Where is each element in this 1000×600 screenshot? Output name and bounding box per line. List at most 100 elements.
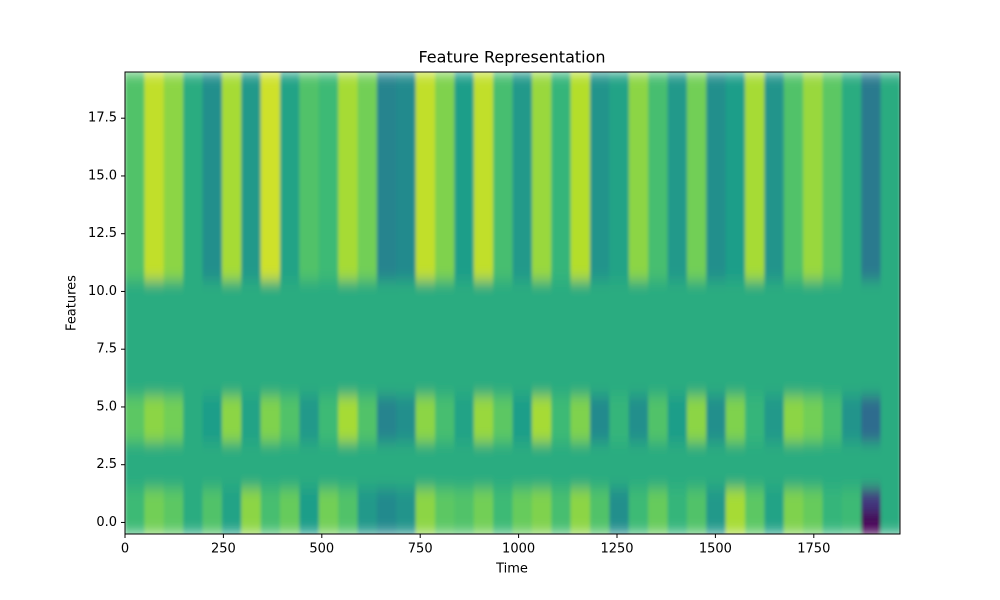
heatmap-cell: [241, 72, 262, 96]
heatmap-cell: [725, 187, 746, 212]
heatmap-cell: [415, 118, 436, 142]
heatmap-cell: [144, 418, 165, 443]
heatmap-cell: [396, 72, 417, 96]
heatmap-cell: [783, 72, 804, 96]
heatmap-cell: [686, 487, 707, 512]
heatmap-cell: [822, 210, 843, 235]
heatmap-cell: [880, 464, 900, 489]
heatmap-cell: [880, 487, 900, 512]
heatmap-cell: [783, 326, 804, 350]
heatmap-cell: [493, 326, 514, 350]
heatmap-cell: [473, 141, 494, 165]
heatmap-cell: [648, 349, 669, 373]
heatmap-cell: [686, 441, 707, 466]
heatmap-cell: [706, 72, 727, 96]
heatmap-cell: [841, 233, 862, 258]
heatmap-cell: [880, 441, 900, 466]
heatmap-cell: [551, 303, 572, 327]
heatmap-cell: [260, 118, 281, 142]
heatmap-cell: [144, 187, 165, 212]
heatmap-cell: [822, 464, 843, 489]
heatmap-cell: [609, 256, 630, 281]
heatmap-cell: [415, 164, 436, 189]
heatmap-cell: [183, 256, 204, 281]
heatmap-cell: [338, 372, 359, 396]
heatmap-cell: [435, 279, 455, 304]
heatmap-cell: [667, 464, 688, 489]
heatmap-cell: [396, 395, 417, 420]
heatmap-cell: [531, 72, 552, 96]
heatmap-cell: [357, 141, 378, 165]
heatmap-cell: [609, 349, 630, 373]
heatmap-cell: [493, 95, 514, 119]
heatmap-cell: [144, 510, 165, 534]
heatmap-cell: [299, 326, 320, 350]
heatmap-cell: [551, 256, 572, 281]
heatmap-cell: [512, 187, 533, 212]
heatmap-cell: [493, 441, 514, 466]
heatmap-cell: [609, 95, 630, 119]
heatmap-cell: [435, 72, 455, 96]
heatmap-cell: [144, 95, 165, 119]
heatmap-cell: [338, 418, 359, 443]
heatmap-cell: [880, 233, 900, 258]
heatmap-cell: [609, 141, 630, 165]
heatmap-cell: [531, 141, 552, 165]
heatmap-cell: [299, 210, 320, 235]
heatmap-cell: [512, 510, 533, 534]
heatmap-cell: [648, 303, 669, 327]
heatmap-cell: [628, 510, 649, 534]
heatmap-cell: [783, 303, 804, 327]
heatmap-cell: [764, 164, 785, 189]
heatmap-cell: [280, 441, 300, 466]
heatmap-cell: [280, 349, 300, 373]
heatmap-cell: [454, 418, 475, 443]
heatmap-cell: [202, 303, 223, 327]
heatmap-cell: [686, 303, 707, 327]
heatmap-cell: [783, 118, 804, 142]
heatmap-cell: [221, 187, 242, 212]
heatmap-cell: [125, 279, 145, 304]
heatmap-cell: [706, 372, 727, 396]
heatmap-cell: [396, 510, 417, 534]
heatmap-cell: [357, 187, 378, 212]
heatmap-cell: [841, 72, 862, 96]
heatmap-cell: [648, 279, 669, 304]
heatmap-cell: [764, 510, 785, 534]
heatmap-cell: [318, 464, 339, 489]
heatmap-cell: [803, 510, 824, 534]
heatmap-cell: [221, 464, 242, 489]
heatmap-cell: [357, 256, 378, 281]
heatmap-cell: [745, 303, 765, 327]
heatmap-cell: [454, 279, 475, 304]
heatmap-cell: [318, 233, 339, 258]
heatmap-cell: [628, 95, 649, 119]
heatmap-cell: [841, 464, 862, 489]
heatmap-cell: [202, 187, 223, 212]
heatmap-cell: [493, 164, 514, 189]
heatmap-cell: [551, 164, 572, 189]
heatmap-cell: [648, 487, 669, 512]
heatmap-cell: [221, 233, 242, 258]
heatmap-cell: [221, 164, 242, 189]
heatmap-cell: [415, 256, 436, 281]
heatmap-cell: [745, 187, 765, 212]
heatmap-cell: [686, 395, 707, 420]
heatmap-cell: [551, 279, 572, 304]
heatmap-cell: [880, 118, 900, 142]
heatmap-cell: [551, 141, 572, 165]
heatmap-cell: [202, 326, 223, 350]
heatmap-cell: [163, 395, 184, 420]
heatmap-cell: [531, 233, 552, 258]
heatmap-cell: [590, 395, 610, 420]
heatmap-cell: [435, 326, 455, 350]
heatmap-cell: [357, 303, 378, 327]
heatmap-cell: [570, 164, 591, 189]
heatmap-cell: [435, 441, 455, 466]
heatmap-cell: [764, 349, 785, 373]
heatmap-cell: [163, 487, 184, 512]
heatmap-cell: [338, 464, 359, 489]
heatmap-cell: [260, 256, 281, 281]
x-tick-label: 1750: [797, 542, 830, 557]
heatmap-cell: [628, 141, 649, 165]
